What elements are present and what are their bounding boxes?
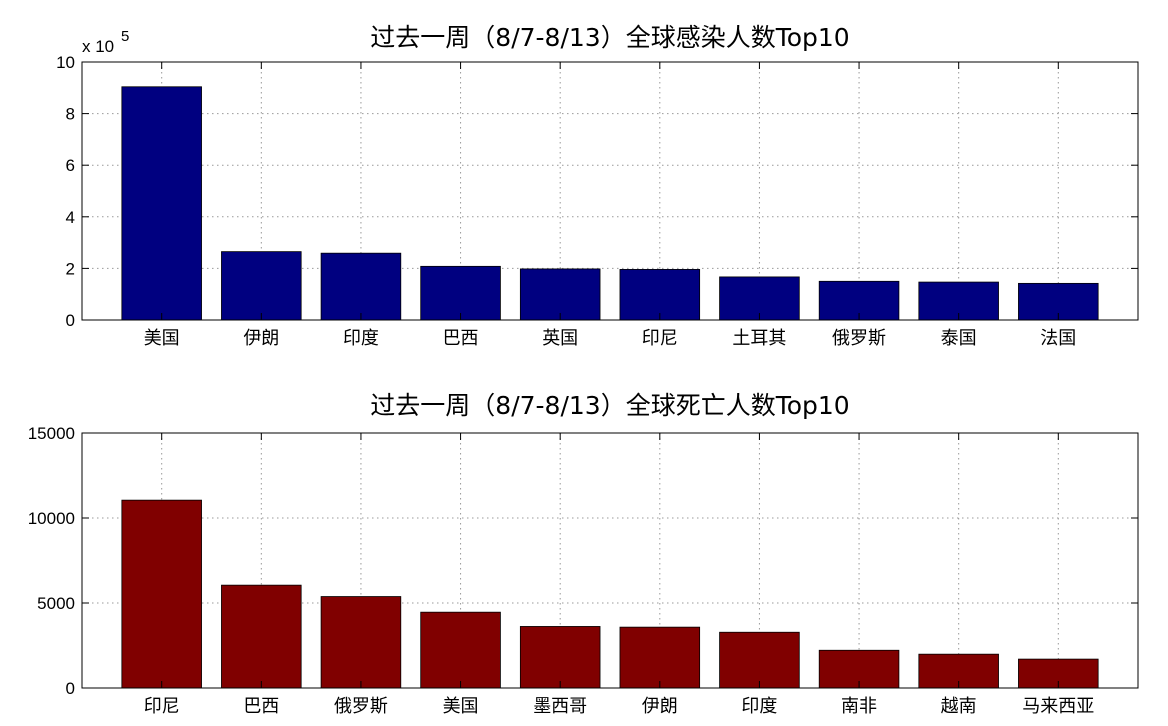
y-tick-label: 5000 bbox=[37, 594, 75, 613]
y-tick-label: 2 bbox=[66, 259, 75, 278]
x-tick-label: 土耳其 bbox=[732, 328, 786, 349]
x-tick-label: 伊朗 bbox=[642, 696, 678, 717]
x-tick-label: 美国 bbox=[443, 696, 479, 717]
x-tick-label: 巴西 bbox=[243, 696, 279, 717]
y-tick-label: 0 bbox=[66, 311, 75, 330]
bar bbox=[320, 596, 402, 689]
x-tick-label: 印尼 bbox=[642, 328, 678, 349]
chart-title: 过去一周（8/7-8/13）全球感染人数Top10 bbox=[370, 23, 849, 52]
x-tick-label: 美国 bbox=[144, 328, 180, 349]
x-tick-label: 印尼 bbox=[144, 696, 180, 717]
x-tick-label: 印度 bbox=[343, 328, 379, 349]
y-tick-label: 15000 bbox=[28, 424, 75, 443]
chart-title: 过去一周（8/7-8/13）全球死亡人数Top10 bbox=[370, 391, 849, 420]
x-tick-label: 英国 bbox=[542, 328, 578, 349]
x-tick-label: 墨西哥 bbox=[533, 696, 587, 717]
y-tick-label: 10000 bbox=[28, 509, 75, 528]
x-tick-label: 南非 bbox=[841, 696, 877, 717]
y-multiplier-exponent: 5 bbox=[121, 28, 129, 45]
x-tick-label: 印度 bbox=[741, 696, 777, 717]
bar bbox=[420, 265, 501, 321]
y-tick-label: 4 bbox=[66, 208, 75, 227]
x-tick-label: 伊朗 bbox=[243, 328, 279, 349]
bar bbox=[320, 252, 402, 321]
y-tick-label: 6 bbox=[66, 156, 75, 175]
x-tick-label: 俄罗斯 bbox=[334, 696, 388, 717]
bar bbox=[221, 584, 302, 689]
y-tick-label: 8 bbox=[66, 105, 75, 124]
x-tick-label: 俄罗斯 bbox=[832, 328, 886, 349]
bar bbox=[519, 268, 601, 321]
x-tick-label: 巴西 bbox=[443, 328, 479, 349]
x-tick-label: 法国 bbox=[1040, 328, 1076, 349]
y-tick-label: 10 bbox=[56, 53, 75, 72]
x-tick-label: 泰国 bbox=[941, 328, 977, 349]
plot-frame bbox=[81, 432, 1139, 689]
bar bbox=[121, 499, 202, 689]
plot-frame bbox=[81, 61, 1139, 321]
y-multiplier-label: x 10 bbox=[82, 37, 114, 56]
chart-deaths: 过去一周（8/7-8/13）全球死亡人数Top10 0 5000 10000 15000… bbox=[28, 391, 1139, 717]
bar bbox=[121, 86, 202, 321]
bar bbox=[519, 626, 601, 689]
bar bbox=[221, 251, 302, 321]
x-tick-label: 马来西亚 bbox=[1022, 696, 1094, 717]
bar bbox=[420, 611, 501, 689]
bar bbox=[619, 626, 701, 689]
chart-infections: 过去一周（8/7-8/13）全球感染人数Top10 0 2 4 6 8 10 美国 伊朗 印度 巴西… bbox=[56, 23, 1139, 349]
bar bbox=[719, 631, 800, 689]
bar bbox=[619, 269, 701, 321]
x-tick-label: 越南 bbox=[941, 696, 977, 717]
y-tick-label: 0 bbox=[66, 679, 75, 698]
